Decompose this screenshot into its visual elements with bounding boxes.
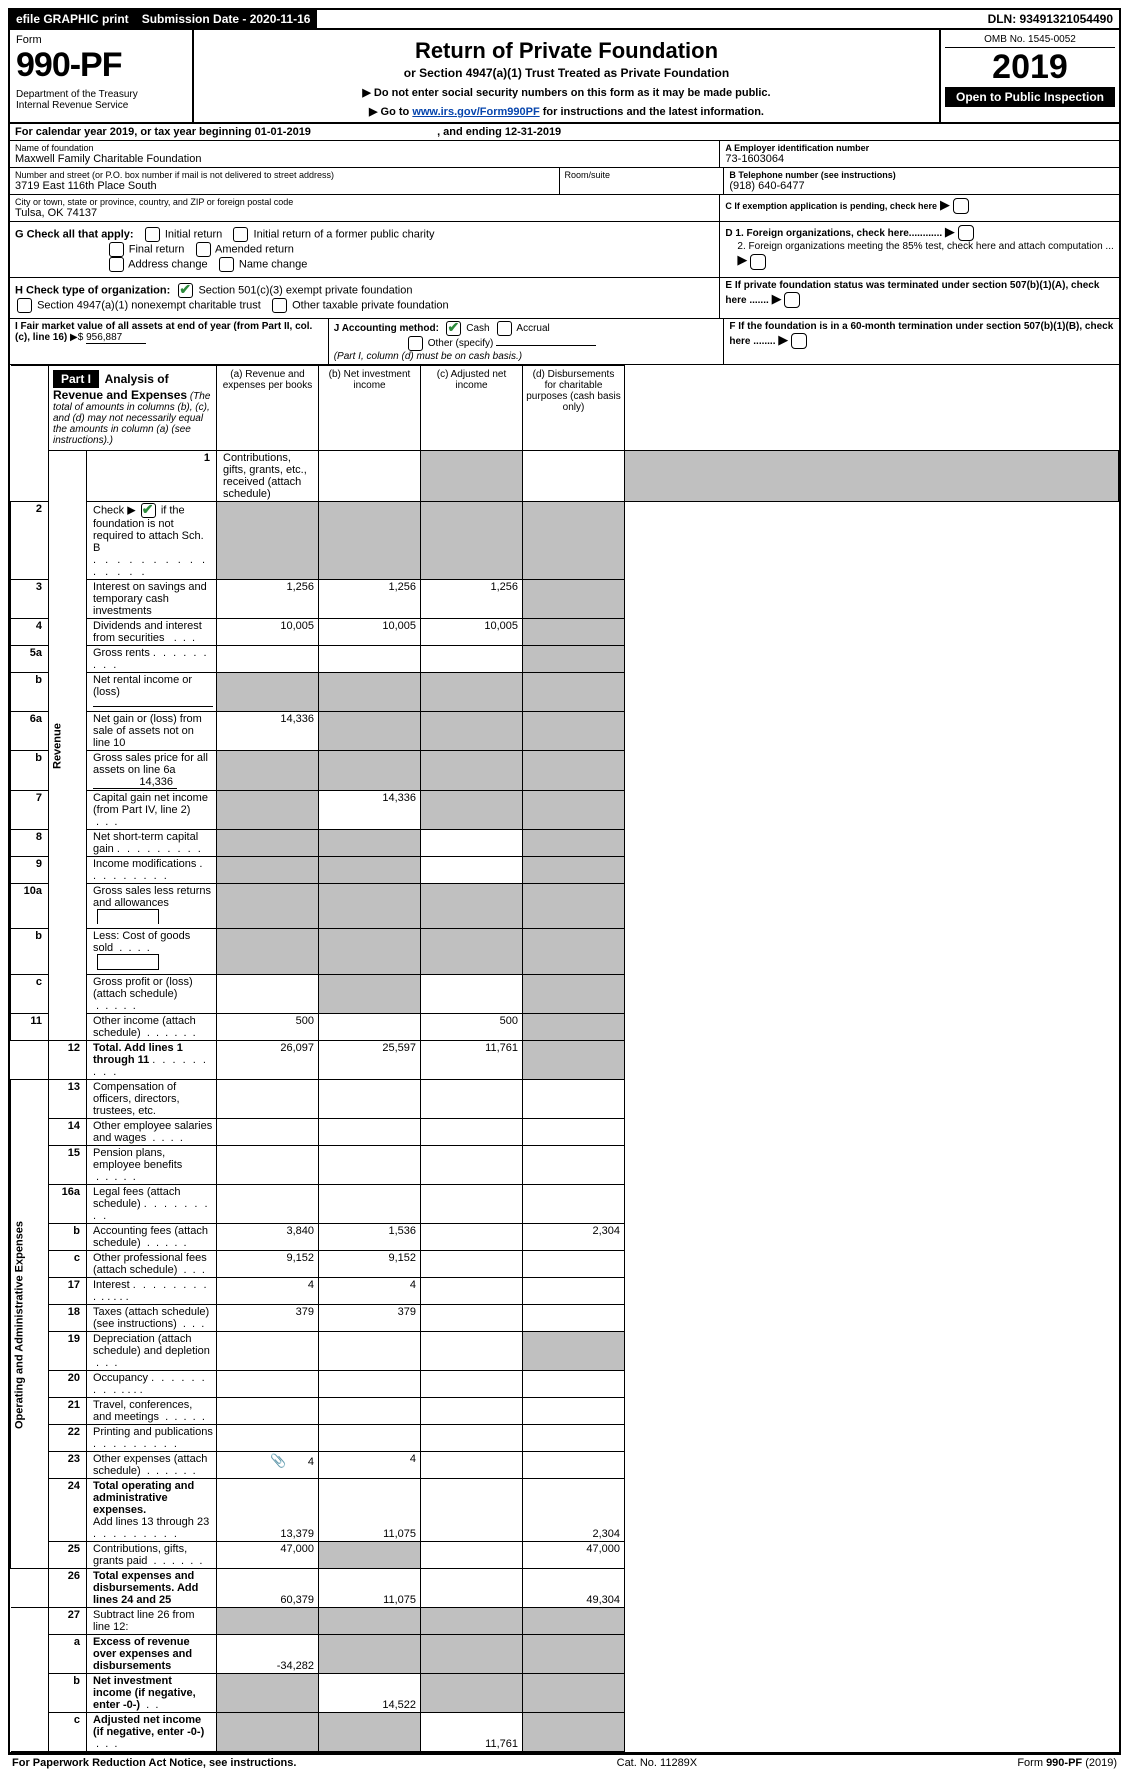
efile-label: efile GRAPHIC print (10, 10, 136, 28)
page-footer: For Paperwork Reduction Act Notice, see … (8, 1754, 1121, 1771)
cb-name[interactable] (219, 257, 234, 272)
cb-4947[interactable] (17, 298, 32, 313)
instr2-post: for instructions and the latest informat… (540, 106, 764, 118)
form-label: Form (16, 34, 186, 46)
year-end: 12-31-2019 (505, 126, 561, 138)
expenses-label: Operating and Administrative Expenses (11, 1080, 49, 1569)
omb: OMB No. 1545-0052 (945, 34, 1115, 48)
cb-f[interactable] (791, 333, 807, 349)
entity-row-1: Name of foundation Maxwell Family Charit… (10, 141, 1119, 168)
tax-year: 2019 (945, 48, 1115, 87)
cb-address[interactable] (109, 257, 124, 272)
part1-label: Part I (53, 370, 99, 388)
cb-other-tax[interactable] (272, 298, 287, 313)
phone: (918) 640-6477 (729, 180, 1114, 192)
year-begin: 01-01-2019 (255, 126, 311, 138)
col-c-hdr: (c) Adjusted net income (421, 366, 523, 451)
instr-link[interactable]: www.irs.gov/Form990PF (412, 106, 539, 118)
row-h-e: H Check type of organization: Section 50… (10, 278, 1119, 319)
instr1: ▶ Do not enter social security numbers o… (202, 86, 931, 99)
form-container: efile GRAPHIC print Submission Date - 20… (8, 8, 1121, 1754)
cb-schb[interactable] (141, 503, 156, 518)
footer-left: For Paperwork Reduction Act Notice, see … (12, 1757, 296, 1769)
cb-initial-former[interactable] (233, 227, 248, 242)
cb-cash[interactable] (446, 321, 461, 336)
footer-form: 990-PF (1046, 1757, 1082, 1769)
fmv-value: 956,887 (86, 332, 146, 344)
cb-e[interactable] (784, 292, 800, 308)
dln: DLN: 93491321054490 (982, 10, 1119, 28)
entity-row-3: City or town, state or province, country… (10, 195, 1119, 222)
city-state-zip: Tulsa, OK 74137 (15, 207, 714, 219)
header-row: Form 990-PF Department of the Treasury I… (10, 30, 1119, 124)
cb-d1[interactable] (958, 225, 974, 241)
col-b-hdr: (b) Net investment income (319, 366, 421, 451)
cb-501c3[interactable] (178, 283, 193, 298)
footer-center: Cat. No. 11289X (617, 1757, 698, 1769)
row-g-d: G Check all that apply: Initial return I… (10, 222, 1119, 278)
calendar-year-row: For calendar year 2019, or tax year begi… (10, 124, 1119, 141)
dept: Department of the Treasury (16, 89, 186, 100)
entity-row-2: Number and street (or P.O. box number if… (10, 168, 1119, 195)
irs: Internal Revenue Service (16, 100, 186, 111)
cb-other-acct[interactable] (408, 336, 423, 351)
open-to-public: Open to Public Inspection (945, 87, 1115, 107)
col-a-hdr: (a) Revenue and expenses per books (217, 366, 319, 451)
col-d-hdr: (d) Disbursements for charitable purpose… (523, 366, 625, 451)
cb-accrual[interactable] (497, 321, 512, 336)
foundation-name: Maxwell Family Charitable Foundation (15, 153, 714, 165)
row-ijf: I Fair market value of all assets at end… (10, 319, 1119, 365)
part1-table: Part I Analysis of Revenue and Expenses … (10, 365, 1119, 1752)
ein: 73-1603064 (725, 153, 1114, 165)
revenue-label: Revenue (49, 451, 87, 1041)
checkbox-c[interactable] (953, 198, 969, 214)
cb-initial[interactable] (145, 227, 160, 242)
street-address: 3719 East 116th Place South (15, 180, 554, 192)
cb-final[interactable] (109, 242, 124, 257)
cb-amended[interactable] (196, 242, 211, 257)
form-title: Return of Private Foundation (202, 38, 931, 64)
attach-icon[interactable]: 📎 (270, 1453, 286, 1468)
form-subtitle: or Section 4947(a)(1) Trust Treated as P… (202, 66, 931, 80)
cb-d2[interactable] (750, 254, 766, 270)
submission-date: Submission Date - 2020-11-16 (136, 10, 318, 28)
top-bar: efile GRAPHIC print Submission Date - 20… (10, 10, 1119, 30)
instr2-pre: ▶ Go to (369, 106, 412, 118)
form-number: 990-PF (16, 46, 186, 85)
